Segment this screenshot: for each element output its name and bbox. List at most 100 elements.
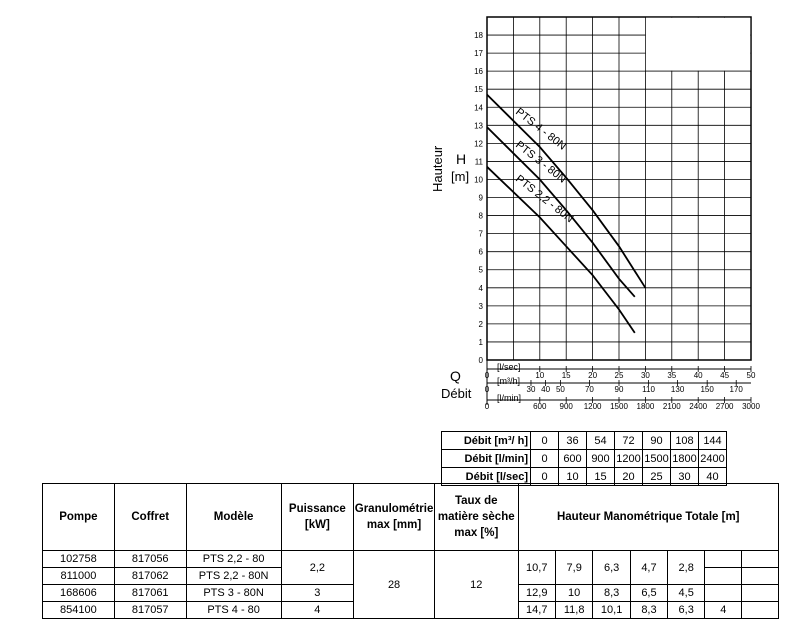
x-axis-unit: [m³/h] <box>497 376 520 386</box>
x-tick-label: 70 <box>585 385 594 394</box>
cell-hmt <box>704 550 743 568</box>
cell-puissance: 4 <box>280 601 355 619</box>
flow-row-label: Débit [l/sec] <box>441 467 531 486</box>
cell-coffret: 817057 <box>113 601 187 619</box>
cell-hmt: 4 <box>704 601 743 619</box>
flow-cell: 72 <box>614 431 643 450</box>
x-tick-label: 2100 <box>663 402 681 411</box>
x-tick-label: 30 <box>641 371 650 380</box>
x-tick-label: 130 <box>671 385 685 394</box>
table-row: 102758 817056 PTS 2,2 - 80 2,2 28 12 10,… <box>42 550 779 619</box>
cell-granulometrie: 28 <box>353 550 436 619</box>
y-tick-label: 4 <box>479 284 484 293</box>
cell-pompe: 811000 <box>42 567 115 585</box>
y-tick-label: 18 <box>474 31 483 40</box>
x-tick-label: 90 <box>615 385 624 394</box>
flow-row: Débit [l/min] 0 600 900 1200 1500 1800 2400 <box>441 449 727 468</box>
y-tick-label: 0 <box>479 356 484 365</box>
cell-coffret: 817061 <box>113 584 187 602</box>
cell-hmt: 2,8 <box>667 550 706 585</box>
cell-hmt <box>704 584 743 602</box>
cell-hmt: 8,3 <box>592 584 631 602</box>
cell-modele: PTS 4 - 80 <box>185 601 282 619</box>
x-tick-label: 50 <box>556 385 565 394</box>
cell-puissance: 3 <box>280 584 355 602</box>
flow-cell: 1200 <box>614 449 643 468</box>
cell-hmt: 4,7 <box>629 550 669 585</box>
cell-modele: PTS 2,2 - 80 <box>185 550 282 568</box>
flow-cell: 1500 <box>642 449 671 468</box>
y-axis-unit: [m] <box>451 169 469 184</box>
y-axis-word: Hauteur <box>430 145 445 192</box>
y-tick-label: 5 <box>479 266 484 275</box>
x-axis-word: Débit <box>441 386 472 401</box>
y-tick-label: 16 <box>474 67 483 76</box>
x-tick-label: 1500 <box>610 402 628 411</box>
flow-cell: 40 <box>698 467 727 486</box>
cell-hmt: 14,7 <box>517 601 556 619</box>
flow-cell: 900 <box>586 449 615 468</box>
flow-row-label: Débit [m³/ h] <box>441 431 531 450</box>
cell-pompe: 168606 <box>42 584 115 602</box>
header-modele: Modèle <box>185 483 282 551</box>
x-tick-label: 3000 <box>742 402 760 411</box>
pump-spec-table: Pompe Coffret Modèle Puissance [kW] Gran… <box>42 483 780 619</box>
table-row: 168606 817061 PTS 3 - 80N 3 12,9 10 8,3 … <box>42 584 779 602</box>
flow-cell: 54 <box>586 431 615 450</box>
y-tick-label: 11 <box>475 157 484 166</box>
cell-hmt: 10,1 <box>592 601 631 619</box>
curve-line <box>486 126 636 298</box>
y-tick-label: 8 <box>479 212 484 221</box>
cell-hmt: 8,3 <box>629 601 669 619</box>
table-row: 854100 817057 PTS 4 - 80 4 14,7 11,8 10,… <box>42 601 779 619</box>
x-axes: 0101520253035404550[l/sec]03040507090110… <box>485 360 760 411</box>
x-axis-unit: [l/sec] <box>497 362 521 372</box>
header-coffret: Coffret <box>113 483 187 551</box>
x-tick-label: 600 <box>533 402 547 411</box>
cell-hmt-empty <box>704 567 743 585</box>
x-tick-label: 50 <box>747 371 756 380</box>
flow-cell: 30 <box>670 467 699 486</box>
y-tick-label: 10 <box>474 175 483 184</box>
cell-hmt: 10 <box>554 584 594 602</box>
cell-modele: PTS 3 - 80N <box>185 584 282 602</box>
x-tick-label: 2400 <box>689 402 707 411</box>
x-tick-label: 25 <box>615 371 624 380</box>
x-tick-label: 45 <box>720 371 729 380</box>
x-tick-label: 15 <box>562 371 571 380</box>
x-tick-label: 40 <box>541 385 550 394</box>
flow-cell: 0 <box>530 449 559 468</box>
flow-cell: 108 <box>670 431 699 450</box>
cell-pompe: 102758 <box>42 550 115 568</box>
y-tick-label: 17 <box>474 49 483 58</box>
y-tick-label: 13 <box>474 121 483 130</box>
flow-row-label: Débit [l/min] <box>441 449 531 468</box>
x-tick-label: 1800 <box>637 402 655 411</box>
cell-hmt: 4,5 <box>667 584 706 602</box>
y-tick-label: 2 <box>479 320 484 329</box>
y-tick-label: 9 <box>479 194 484 203</box>
x-tick-label: 35 <box>667 371 676 380</box>
x-tick-label: 900 <box>560 402 574 411</box>
header-hmt: Hauteur Manométrique Totale [m] <box>517 483 780 551</box>
cell-taux: 12 <box>434 550 519 619</box>
y-tick-label: 12 <box>474 139 483 148</box>
cell-coffret: 817056 <box>113 550 187 568</box>
x-axis-symbol: Q <box>450 368 461 384</box>
cell-hmt <box>741 584 779 602</box>
y-tick-label: 15 <box>474 85 483 94</box>
y-tick-label: 14 <box>474 103 483 112</box>
cell-coffret: 817062 <box>113 567 187 585</box>
cell-hmt: 6,3 <box>592 550 631 585</box>
y-tick-label: 1 <box>479 338 484 347</box>
x-tick-label: 10 <box>535 371 544 380</box>
flow-cell: 600 <box>558 449 587 468</box>
curve-line <box>486 93 647 289</box>
x-tick-label: 20 <box>588 371 597 380</box>
cell-pompe: 854100 <box>42 601 115 619</box>
x-tick-label: 0 <box>485 402 490 411</box>
curve-line <box>486 166 636 334</box>
cell-hmt-empty <box>741 567 779 585</box>
flow-cell: 90 <box>642 431 671 450</box>
